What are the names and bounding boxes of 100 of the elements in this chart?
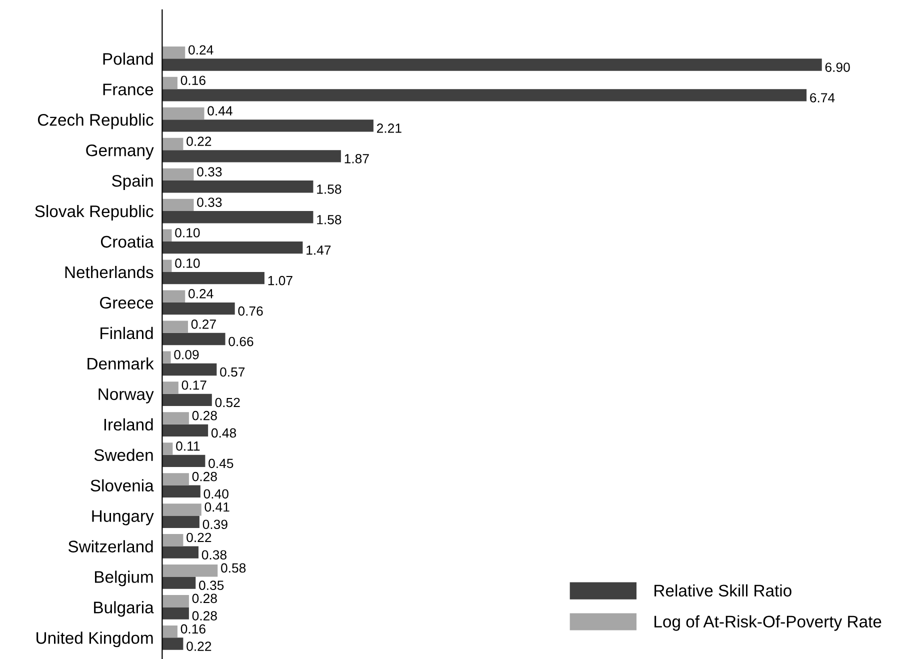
data-label: 0.16 (180, 76, 206, 86)
data-label: 0.22 (186, 642, 212, 651)
data-label: 0.38 (202, 550, 226, 560)
bar (162, 229, 172, 242)
bar (162, 424, 208, 437)
data-label: 0.66 (228, 336, 254, 346)
data-label: 1.58 (317, 214, 342, 224)
data-label: 0.10 (175, 228, 200, 238)
y-tick-label: Ireland (104, 418, 153, 431)
data-label: 0.16 (180, 624, 206, 634)
bar (162, 120, 374, 132)
y-tick-label: Spain (112, 174, 153, 190)
bar (162, 607, 189, 620)
data-label: 0.40 (204, 489, 228, 499)
data-label: 0.33 (197, 198, 222, 207)
data-label: 0.24 (188, 45, 214, 55)
data-label: 0.76 (238, 306, 263, 316)
legend-label: Relative Skill Ratio (654, 584, 792, 597)
data-label: 1.87 (344, 154, 369, 164)
data-label: 0.41 (204, 502, 230, 512)
data-label: 2.21 (376, 124, 402, 133)
bar (162, 290, 186, 302)
data-label: 0.45 (208, 458, 234, 468)
y-tick-label: Czech Republic (38, 114, 154, 130)
bar (162, 595, 189, 608)
bar (162, 107, 204, 120)
data-label: 0.44 (208, 106, 232, 116)
data-label: 0.58 (221, 563, 246, 573)
bar (162, 150, 341, 162)
y-tick-label: Bulgaria (94, 601, 154, 617)
bar (162, 504, 202, 516)
y-tick-label: United Kingdom (36, 632, 153, 648)
bar (162, 363, 217, 376)
data-label: 0.17 (182, 380, 206, 390)
y-tick-label: Switzerland (68, 540, 153, 552)
bar (162, 485, 200, 498)
bar (162, 320, 188, 333)
y-tick-label: Slovak Republic (35, 204, 154, 221)
bar (162, 351, 171, 364)
bar (162, 272, 264, 284)
data-label: 0.24 (188, 289, 214, 298)
data-label: 0.52 (215, 398, 240, 408)
bar (162, 180, 314, 193)
data-label: 6.90 (825, 62, 850, 72)
data-label: 0.48 (211, 428, 236, 438)
y-tick-label: Poland (103, 52, 153, 65)
y-tick-label: France (103, 84, 154, 96)
data-label: 0.33 (197, 167, 222, 176)
data-label: 0.22 (186, 532, 212, 542)
y-tick-label: Sweden (94, 448, 153, 462)
bar (162, 394, 212, 406)
bar (162, 412, 189, 424)
data-label: 0.28 (192, 611, 217, 620)
bar (162, 576, 196, 589)
bar (162, 302, 235, 315)
bar (162, 76, 178, 90)
bar (162, 168, 194, 181)
y-tick-label: Finland (100, 326, 153, 340)
data-label: 0.39 (202, 520, 228, 530)
data-label: 0.10 (175, 258, 200, 268)
y-tick-label: Croatia (100, 235, 154, 248)
y-tick-label: Belgium (94, 570, 153, 586)
y-tick-label: Netherlands (65, 266, 154, 278)
bar (162, 442, 173, 455)
data-label: 0.57 (220, 367, 245, 377)
y-tick-label: Slovenia (90, 479, 154, 492)
y-tick-label: Germany (86, 144, 154, 160)
bar (162, 46, 186, 59)
bar (162, 534, 184, 546)
bar (162, 241, 303, 254)
data-label: 0.27 (191, 320, 216, 329)
y-tick-label: Norway (98, 388, 154, 404)
bar (162, 58, 822, 71)
bar (162, 564, 218, 577)
bar (162, 89, 807, 102)
data-label: 0.09 (174, 350, 199, 360)
data-label: 0.28 (192, 594, 217, 604)
y-tick-label: Denmark (88, 357, 154, 370)
data-label: 0.11 (176, 441, 200, 451)
data-label: 0.28 (192, 472, 217, 482)
bar (162, 198, 194, 212)
bar (162, 625, 178, 638)
y-tick-label: Greece (100, 296, 154, 309)
data-label: 1.58 (317, 184, 342, 194)
data-label: 0.22 (186, 136, 212, 146)
data-label: 6.74 (810, 93, 835, 102)
data-label: 1.47 (306, 246, 331, 255)
data-label: 0.35 (199, 580, 224, 590)
bar (162, 638, 184, 650)
bar (162, 473, 189, 486)
bar (162, 516, 200, 528)
bar (162, 211, 314, 224)
bar (162, 260, 172, 272)
data-label: 1.07 (268, 276, 292, 286)
bar (162, 138, 184, 150)
y-tick-label: Hungary (92, 510, 154, 526)
bar (162, 382, 178, 394)
bar (162, 332, 226, 346)
bar (162, 546, 199, 558)
bar (162, 454, 206, 468)
